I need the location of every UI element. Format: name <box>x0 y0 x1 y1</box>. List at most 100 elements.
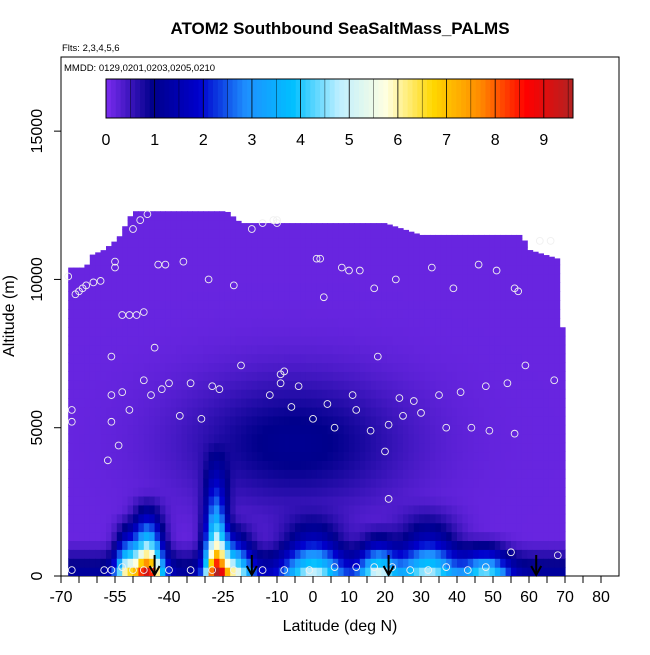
heatmap-cell <box>149 522 156 533</box>
heatmap-cell <box>219 478 226 488</box>
heatmap-cell <box>413 442 420 453</box>
heatmap-cell <box>538 326 544 337</box>
heatmap-cell <box>89 531 96 542</box>
heatmap-cell <box>500 424 507 435</box>
heatmap-cell <box>111 469 118 479</box>
heatmap-cell <box>354 487 361 497</box>
heatmap-cell <box>484 567 490 576</box>
colorbar-segment <box>130 79 136 118</box>
heatmap-cell <box>241 335 247 346</box>
heatmap-cell <box>548 353 555 364</box>
heatmap-cell <box>251 335 258 346</box>
heatmap-cell <box>359 246 366 257</box>
heatmap-cell <box>473 398 480 408</box>
heatmap-cell <box>386 224 393 230</box>
heatmap-cell <box>494 264 501 275</box>
heatmap-cell <box>349 398 355 408</box>
heatmap-cell <box>95 549 102 559</box>
heatmap-cell <box>257 344 264 355</box>
heatmap-cell <box>435 362 442 372</box>
colorbar-segment <box>178 79 185 118</box>
heatmap-cell <box>311 442 318 453</box>
heatmap-cell <box>311 344 318 355</box>
heatmap-cell <box>268 282 274 292</box>
heatmap-cell <box>176 398 183 408</box>
heatmap-cell <box>273 237 280 248</box>
heatmap-cell <box>214 309 220 319</box>
heatmap-cell <box>176 531 183 542</box>
heatmap-cell <box>343 282 350 292</box>
colorbar-segment <box>281 79 287 118</box>
heatmap-cell <box>419 326 426 337</box>
heatmap-cell <box>246 415 253 426</box>
heatmap-cell <box>365 237 372 248</box>
heatmap-cell <box>284 522 291 533</box>
heatmap-cell <box>359 478 366 488</box>
heatmap-cell <box>295 273 301 283</box>
heatmap-cell <box>451 540 458 550</box>
heatmap-cell <box>554 264 561 275</box>
x-tick-label: 10 <box>340 589 358 606</box>
heatmap-cell <box>478 273 485 283</box>
heatmap-cell <box>160 211 166 221</box>
heatmap-cell <box>224 211 231 221</box>
heatmap-cell <box>370 460 377 470</box>
heatmap-cell <box>154 326 161 337</box>
heatmap-cell <box>316 424 323 435</box>
heatmap-cell <box>538 317 544 328</box>
heatmap-cell <box>554 504 561 515</box>
heatmap-cell <box>300 326 307 337</box>
heatmap-cell <box>473 389 480 399</box>
heatmap-cell <box>133 487 139 497</box>
heatmap-cell <box>511 398 517 408</box>
heatmap-cell <box>392 264 399 275</box>
heatmap-cell <box>192 487 199 497</box>
heatmap-cell <box>154 237 161 248</box>
heatmap-cell <box>527 504 534 515</box>
heatmap-cell <box>424 237 431 248</box>
heatmap-cell <box>424 567 431 576</box>
heatmap-cell <box>365 522 372 533</box>
heatmap-cell <box>84 273 91 283</box>
colorbar-segment <box>208 79 214 118</box>
heatmap-cell <box>192 558 199 568</box>
heatmap-cell <box>111 495 118 506</box>
colorbar-segment <box>320 79 326 118</box>
heatmap-cell <box>322 335 328 346</box>
heatmap-cell <box>419 309 426 319</box>
heatmap-cell <box>284 469 291 479</box>
x-axis: -70 -55 -40 -25 -10 0 10 20 30 40 50 60 70 80 <box>49 576 610 606</box>
heatmap-cell <box>516 237 523 248</box>
heatmap-cell <box>111 406 118 417</box>
heatmap-cell <box>79 300 85 310</box>
x-tick-label: -55 <box>103 589 126 606</box>
heatmap-cell <box>408 398 415 408</box>
heatmap-cell <box>241 344 247 355</box>
heatmap-cell <box>100 478 107 488</box>
heatmap-cell <box>160 504 166 515</box>
heatmap-cell <box>311 487 318 497</box>
heatmap-cell <box>197 246 204 257</box>
colorbar-segment <box>358 79 365 118</box>
heatmap-cell <box>359 460 366 470</box>
heatmap-cell <box>435 300 442 310</box>
heatmap-cell <box>354 504 361 515</box>
colorbar-segment <box>324 79 331 118</box>
heatmap-cell <box>127 442 134 453</box>
heatmap-cell <box>430 309 436 319</box>
heatmap-cell <box>251 522 258 533</box>
heatmap-cell <box>457 246 463 257</box>
heatmap-cell <box>554 522 561 533</box>
heatmap-cell <box>424 531 431 542</box>
observation-point <box>409 397 418 405</box>
heatmap-cell <box>138 362 145 372</box>
heatmap-cell <box>327 415 334 426</box>
heatmap-cell <box>262 291 269 301</box>
heatmap-cell <box>89 326 96 337</box>
heatmap-cell <box>511 255 517 266</box>
heatmap-cell <box>370 344 377 355</box>
heatmap-cell <box>397 237 404 248</box>
heatmap-cell <box>521 549 528 559</box>
heatmap-cell <box>235 558 242 568</box>
heatmap-cell <box>408 478 415 488</box>
